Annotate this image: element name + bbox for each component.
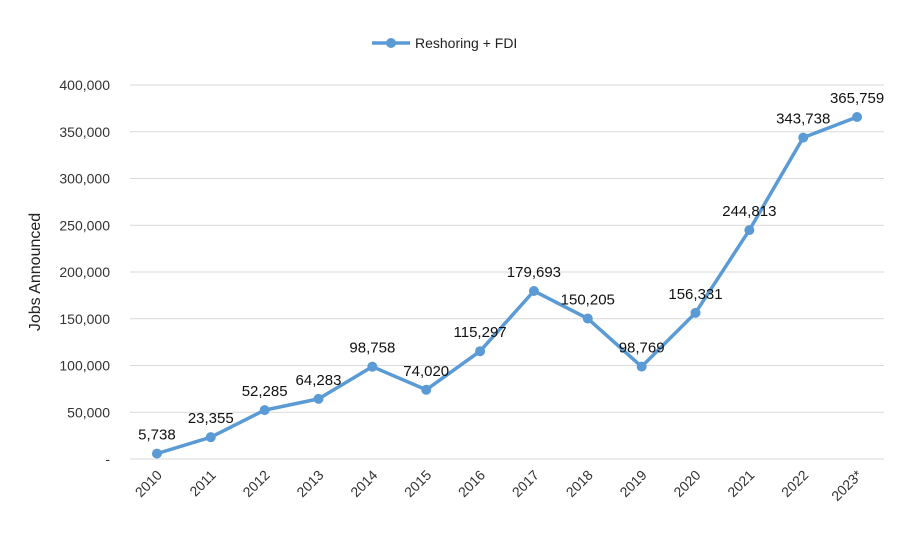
y-tick-label: 150,000 [59,311,110,327]
y-tick-label: 50,000 [67,404,110,420]
data-point [367,361,378,372]
data-point [636,361,647,372]
data-label: 115,297 [454,324,507,341]
data-point [151,448,162,459]
y-axis-ticks: - 50,000 100,000 150,000 200,000 250,000 300,0… [59,77,110,467]
data-point [690,307,701,318]
data-point [798,132,809,143]
data-label: 365,759 [830,90,884,107]
x-tick-label: 2023* [828,466,866,504]
x-tick-label: 2021 [724,467,757,500]
gridlines [130,84,884,460]
series-layer [151,112,863,459]
y-tick-label: 350,000 [59,124,110,140]
x-tick-label: 2018 [563,467,596,500]
x-tick-label: 2014 [347,467,380,500]
y-tick-label: 250,000 [59,217,110,233]
data-label: 150,205 [561,292,615,309]
x-tick-label: 2010 [132,467,165,500]
x-tick-label: 2019 [616,467,649,500]
legend-label: Reshoring + FDI [415,35,517,51]
x-tick-label: 2016 [455,467,488,500]
x-axis-ticks: 2010 2011 2012 2013 2014 2015 2016 2017 2018 2019… [132,466,866,504]
y-tick-label: 100,000 [59,358,110,374]
x-tick-label: 2011 [186,467,219,500]
data-point [528,285,539,296]
x-tick-label: 2015 [401,467,434,500]
x-tick-label: 2022 [778,467,811,500]
data-label: 244,813 [722,203,776,220]
data-labels: 5,738 23,355 52,285 64,283 98,758 74,020 115,2… [138,90,884,444]
x-tick-label: 2020 [670,467,703,500]
data-label: 179,693 [507,264,561,281]
x-tick-label: 2012 [239,467,272,500]
data-label: 156,331 [668,286,722,303]
data-label: 23,355 [188,410,234,427]
y-tick-label: 200,000 [59,264,110,280]
data-label: 98,769 [619,340,665,357]
x-tick-label: 2013 [293,467,326,500]
data-point [259,405,270,416]
data-point [852,112,863,123]
y-tick-label: 400,000 [59,77,110,93]
y-tick-label: - [105,451,110,467]
series-line [156,115,858,456]
x-tick-label: 2017 [509,467,542,500]
data-label: 74,020 [403,363,449,380]
data-point [421,384,432,395]
data-label: 98,758 [349,340,395,357]
data-label: 52,285 [242,383,288,400]
data-label: 343,738 [776,111,830,128]
y-tick-label: 300,000 [59,171,110,187]
data-label: 5,738 [138,427,176,444]
data-point [582,313,593,324]
data-point [744,225,755,236]
y-axis-title: Jobs Announced [27,213,44,331]
data-label: 64,283 [296,372,342,389]
legend-point-marker [386,38,396,48]
data-point [475,346,486,357]
data-point [205,432,216,443]
data-point [313,393,324,404]
legend: Reshoring + FDI [372,35,517,51]
